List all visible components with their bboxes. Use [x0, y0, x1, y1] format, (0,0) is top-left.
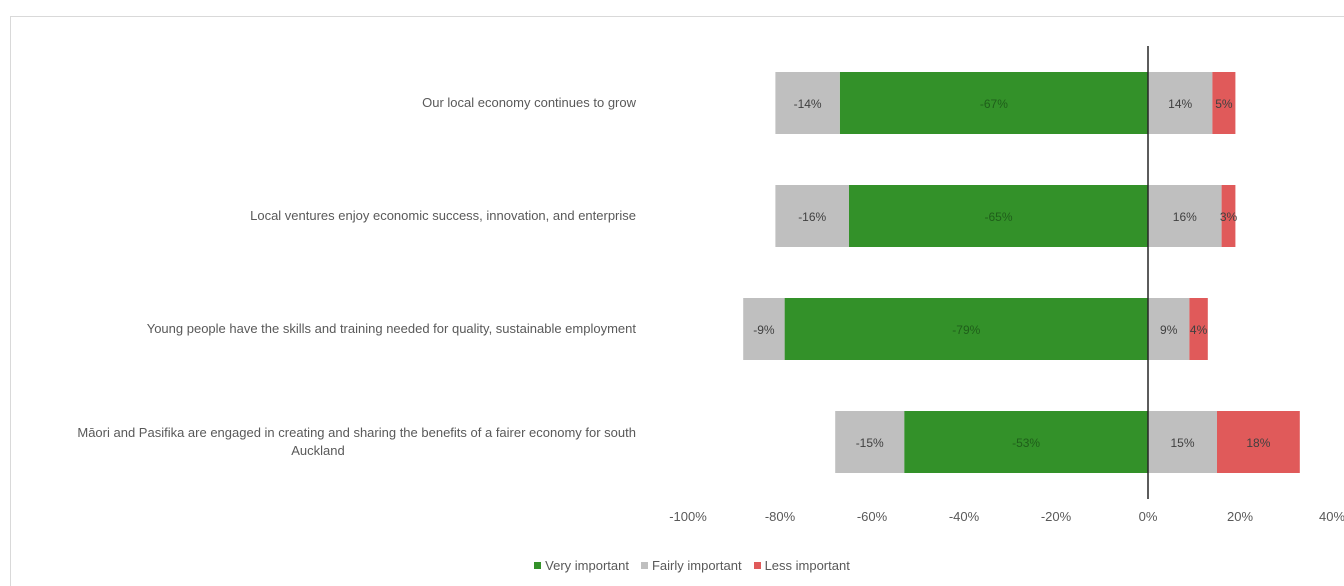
bar-segment: [1189, 298, 1208, 360]
bar-segment: [835, 411, 905, 473]
bar-segment: [784, 298, 1148, 360]
x-tick-label: -40%: [949, 509, 980, 524]
data-label: -15%: [856, 436, 884, 450]
bar-segment: [1221, 185, 1236, 247]
data-label: -16%: [798, 210, 826, 224]
x-tick-label: 20%: [1227, 509, 1253, 524]
data-label: 18%: [1246, 436, 1270, 450]
data-label: -14%: [794, 97, 822, 111]
data-label: 5%: [1215, 97, 1233, 111]
bar-segment: [1212, 72, 1236, 134]
data-label: -53%: [1012, 436, 1040, 450]
legend: Very important Fairly important Less impor…: [0, 557, 1344, 573]
legend-swatch: [534, 562, 542, 569]
x-tick-label: -100%: [669, 509, 707, 524]
category-label: Our local economy continues to grow: [422, 95, 636, 110]
legend-item: Very important: [534, 558, 629, 573]
x-tick-label: -80%: [765, 509, 796, 524]
legend-label: Less important: [764, 558, 850, 573]
data-label: 3%: [1220, 210, 1238, 224]
category-label: Māori and Pasifika are engaged in creati…: [77, 425, 636, 458]
bar-segment: [904, 411, 1148, 473]
x-tick-label: -20%: [1041, 509, 1072, 524]
data-label: 14%: [1168, 97, 1192, 111]
legend-swatch: [753, 562, 761, 569]
data-label: 4%: [1190, 323, 1208, 337]
category-labels-layer: Our local economy continues to grow Local…: [77, 95, 636, 458]
bar-segment: [839, 72, 1148, 134]
bar-segment: [1148, 411, 1217, 473]
x-tick-label: 0%: [1139, 509, 1158, 524]
legend-item: Less important: [753, 558, 850, 573]
data-label: -9%: [753, 323, 775, 337]
data-label: -65%: [984, 210, 1012, 224]
legend-swatch: [640, 562, 648, 569]
bar-segment: [775, 185, 849, 247]
category-label: Local ventures enjoy economic success, i…: [250, 208, 636, 223]
chart-frame: [10, 16, 1344, 586]
data-label: -67%: [980, 97, 1008, 111]
x-tick-label: 40%: [1319, 509, 1344, 524]
bar-segment: [775, 72, 840, 134]
bars-layer: [743, 72, 1300, 473]
x-tick-label: -60%: [857, 509, 888, 524]
legend-item: Fairly important: [640, 558, 742, 573]
bar-segment: [1217, 411, 1300, 473]
data-label: -79%: [952, 323, 980, 337]
bar-segment: [1148, 72, 1213, 134]
data-label: 15%: [1170, 436, 1194, 450]
data-labels-layer: -67% -14% 14% 5% -65% -16% 16% 3% -79% -9% 9% 4% -53…: [753, 97, 1271, 450]
data-label: 16%: [1173, 210, 1197, 224]
bar-segment: [849, 185, 1148, 247]
bar-segment: [1148, 298, 1190, 360]
bar-segment: [743, 298, 785, 360]
category-label: Young people have the skills and trainin…: [147, 321, 637, 336]
data-label: 9%: [1160, 323, 1178, 337]
legend-label: Very important: [545, 558, 629, 573]
x-axis-tick-labels: -100% -80% -60% -40% -20% 0% 20% 40%: [669, 509, 1344, 524]
legend-label: Fairly important: [651, 558, 742, 573]
bar-segment: [1148, 185, 1222, 247]
